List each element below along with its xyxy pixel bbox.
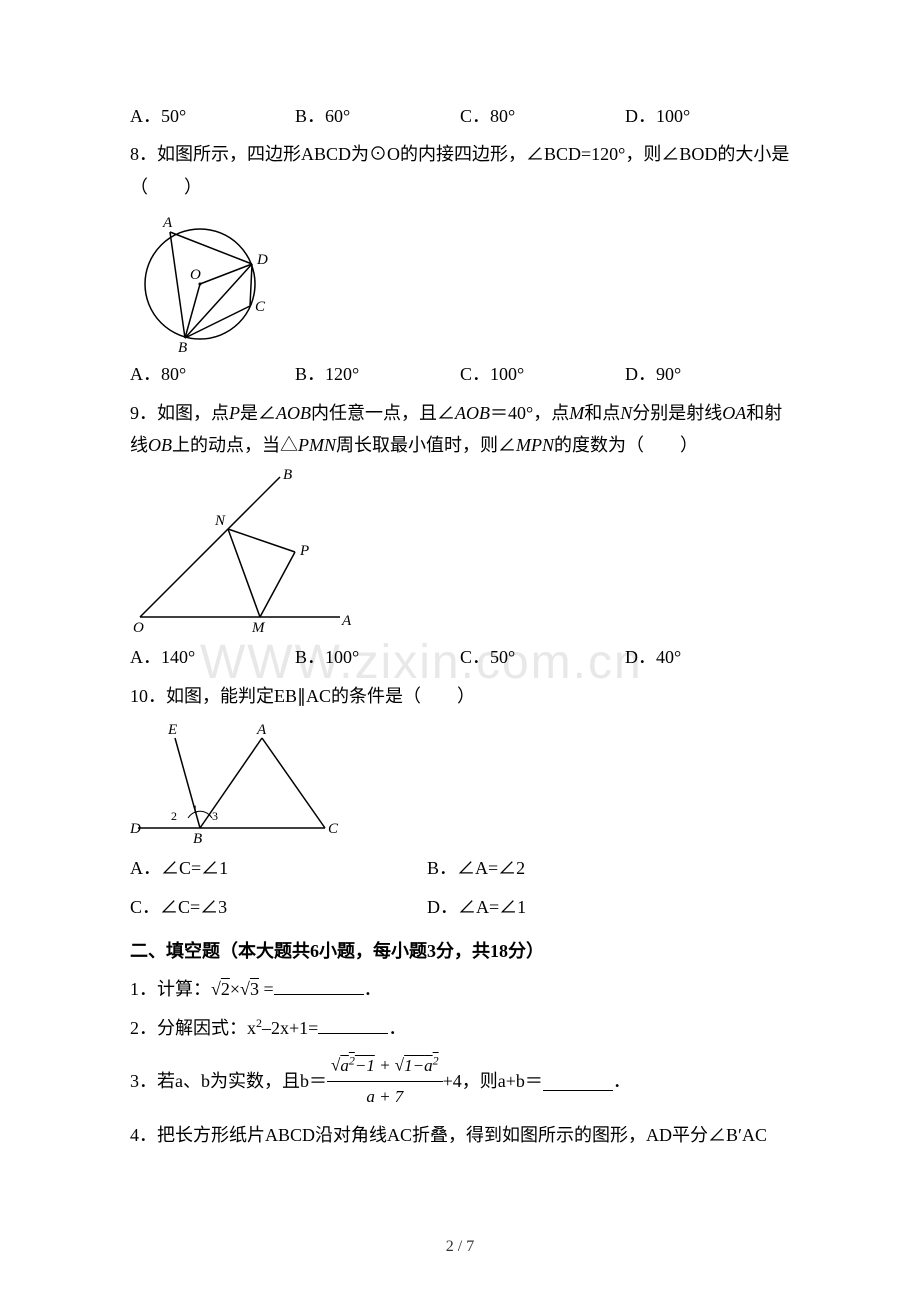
f3-den: a + 7 [327, 1082, 443, 1113]
f3-pre: 3．若a、b为实数，且b＝ [130, 1065, 327, 1097]
f1-post: ． [364, 979, 382, 999]
page-content: A．50° B．60° C．80° D．100° 8．如图所示，四边形ABCD为… [130, 100, 790, 1151]
svg-text:3: 3 [212, 809, 218, 823]
page-number: 2 / 7 [0, 1233, 920, 1262]
q9-t3: 内任意一点，且∠ [311, 403, 455, 423]
section-2-header: 二、填空题（本大题共6小题，每小题3分，共18分） [130, 935, 790, 967]
q9-opt-c: C．50° [460, 641, 625, 673]
f2-post: ． [388, 1018, 406, 1038]
q8-opt-d: D．90° [625, 358, 790, 390]
q9-aob2: AOB [455, 403, 490, 423]
fill-1: 1．计算：√2×√3 = ． [130, 973, 790, 1005]
q9-OB: OB [148, 435, 172, 455]
q10-opt-d: D．∠A=∠1 [427, 891, 724, 923]
q9-N: N [620, 403, 632, 423]
f1-times: × [230, 979, 240, 999]
q8-circle-diagram-icon: A B C D O [130, 209, 280, 354]
svg-text:C: C [255, 299, 266, 315]
svg-text:D: D [256, 252, 268, 268]
q8-options: A．80° B．120° C．100° D．90° [130, 358, 790, 390]
svg-text:2: 2 [171, 809, 177, 823]
q9-t9: 周长取最小值时，则∠ [336, 435, 516, 455]
q9-MPN: MPN [516, 435, 554, 455]
f1-sqrt3: √3 [240, 979, 259, 999]
q9-stem: 9．如图，点P是∠AOB内任意一点，且∠AOB＝40°，点M和点N分别是射线OA… [130, 397, 790, 462]
q7-options: A．50° B．60° C．80° D．100° [130, 100, 790, 132]
svg-text:1: 1 [192, 802, 198, 816]
f1-pre: 1．计算： [130, 979, 211, 999]
f3-num: √a2−1 + √1−a2 [327, 1050, 443, 1082]
svg-text:O: O [133, 620, 144, 636]
f3-post: ． [613, 1065, 631, 1097]
q8-opt-c: C．100° [460, 358, 625, 390]
q9-figure: O A B M N P [130, 467, 790, 637]
svg-text:D: D [130, 821, 141, 837]
q9-aob1: AOB [276, 403, 311, 423]
q9-options: A．140° B．100° C．50° D．40° [130, 641, 790, 673]
q9-P: P [229, 403, 240, 423]
f2-pre: 2．分解因式：x [130, 1018, 256, 1038]
f2-blank [318, 1016, 388, 1034]
q9-PMN: PMN [298, 435, 336, 455]
svg-text:A: A [162, 215, 173, 231]
svg-text:P: P [299, 543, 309, 559]
q9-t5: 和点 [584, 403, 620, 423]
q10-opt-a: A．∠C=∠1 [130, 852, 427, 884]
q9-t1: 9．如图，点 [130, 403, 229, 423]
q10-opt-c: C．∠C=∠3 [130, 891, 427, 923]
fill-4: 4．把长方形纸片ABCD沿对角线AC折叠，得到如图所示的图形，AD平分∠B′AC [130, 1119, 790, 1151]
q9-opt-b: B．100° [295, 641, 460, 673]
svg-text:B: B [178, 340, 187, 354]
svg-text:O: O [190, 267, 201, 283]
f1-sqrt2: √2 [211, 979, 230, 999]
svg-text:E: E [167, 722, 177, 738]
q9-t10: 的度数为（ ） [554, 435, 698, 455]
svg-text:N: N [214, 513, 226, 529]
f3-blank [543, 1073, 613, 1091]
q9-t8: 上的动点，当△ [172, 435, 298, 455]
q10-stem: 10．如图，能判定EB∥AC的条件是（ ） [130, 680, 790, 712]
q9-t6: 分别是射线 [632, 403, 722, 423]
fill-2: 2．分解因式：x2–2x+1=． [130, 1012, 790, 1044]
q10-triangle-diagram-icon: 2 1 3 D B C E A [130, 718, 345, 848]
q7-opt-b: B．60° [295, 100, 460, 132]
svg-text:B: B [193, 831, 202, 847]
svg-text:M: M [251, 620, 266, 636]
q7-opt-c: C．80° [460, 100, 625, 132]
svg-text:C: C [328, 821, 339, 837]
q9-opt-a: A．140° [130, 641, 295, 673]
svg-text:B: B [283, 467, 292, 483]
q10-options-row2: C．∠C=∠3 D．∠A=∠1 [130, 891, 790, 923]
q7-opt-a: A．50° [130, 100, 295, 132]
q7-opt-d: D．100° [625, 100, 790, 132]
f3-fraction: √a2−1 + √1−a2 a + 7 [327, 1050, 443, 1113]
q8-stem: 8．如图所示，四边形ABCD为⊙O的内接四边形，∠BCD=120°，则∠BOD的… [130, 138, 790, 203]
f2-mid: –2x+1= [262, 1018, 318, 1038]
q9-t4: ＝40°，点 [490, 403, 569, 423]
q9-angle-diagram-icon: O A B M N P [130, 467, 355, 637]
f1-eq: = [259, 979, 274, 999]
svg-text:A: A [341, 613, 352, 629]
q9-opt-d: D．40° [625, 641, 790, 673]
q8-opt-b: B．120° [295, 358, 460, 390]
q10-opt-b: B．∠A=∠2 [427, 852, 724, 884]
fill-3: 3．若a、b为实数，且b＝ √a2−1 + √1−a2 a + 7 +4，则a+… [130, 1050, 790, 1113]
f3-mid: +4，则a+b＝ [443, 1065, 543, 1097]
svg-text:A: A [256, 722, 267, 738]
q10-options-row1: A．∠C=∠1 B．∠A=∠2 [130, 852, 790, 884]
q8-opt-a: A．80° [130, 358, 295, 390]
q9-M: M [569, 403, 584, 423]
q9-OA: OA [722, 403, 746, 423]
q10-figure: 2 1 3 D B C E A [130, 718, 790, 848]
q8-figure: A B C D O [130, 209, 790, 354]
f1-blank [274, 977, 364, 995]
q9-t2: 是∠ [240, 403, 276, 423]
